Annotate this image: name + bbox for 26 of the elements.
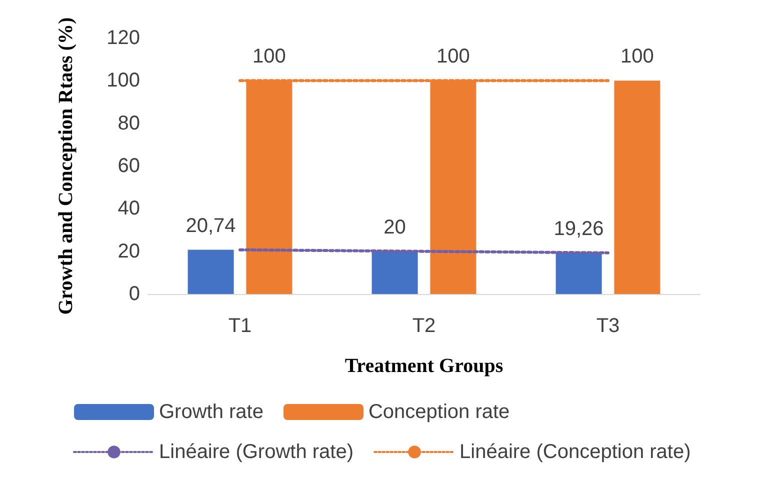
legend-label: Growth rate — [159, 401, 264, 423]
legend-label: Linéaire (Growth rate) — [159, 441, 354, 463]
x-axis-title: Treatment Groups — [344, 355, 504, 377]
bar — [372, 251, 418, 294]
bar — [556, 252, 602, 294]
bar — [614, 80, 660, 294]
data-label: 100 — [620, 46, 654, 68]
y-tick-label: 20 — [118, 240, 140, 262]
data-label: 20 — [384, 216, 406, 238]
x-tick-label: T3 — [596, 315, 620, 337]
x-tick-label: T2 — [412, 315, 436, 337]
bar — [188, 250, 234, 294]
legend-label: Linéaire (Conception rate) — [460, 441, 691, 463]
data-label: 20,74 — [186, 214, 236, 237]
y-tick-label: 40 — [118, 198, 140, 220]
data-label: 100 — [436, 46, 470, 68]
y-axis-title: Growth and Conception Rtaes (%) — [55, 17, 77, 315]
y-tick-label: 80 — [118, 112, 140, 134]
y-tick-label: 100 — [106, 70, 140, 92]
data-label: 19,26 — [554, 218, 604, 240]
data-label: 100 — [252, 46, 286, 68]
y-tick-label: 120 — [106, 27, 140, 49]
y-tick-label: 0 — [128, 283, 140, 305]
y-tick-label: 60 — [118, 155, 140, 177]
x-tick-label: T1 — [228, 315, 252, 337]
legend-label: Conception rate — [368, 401, 510, 423]
